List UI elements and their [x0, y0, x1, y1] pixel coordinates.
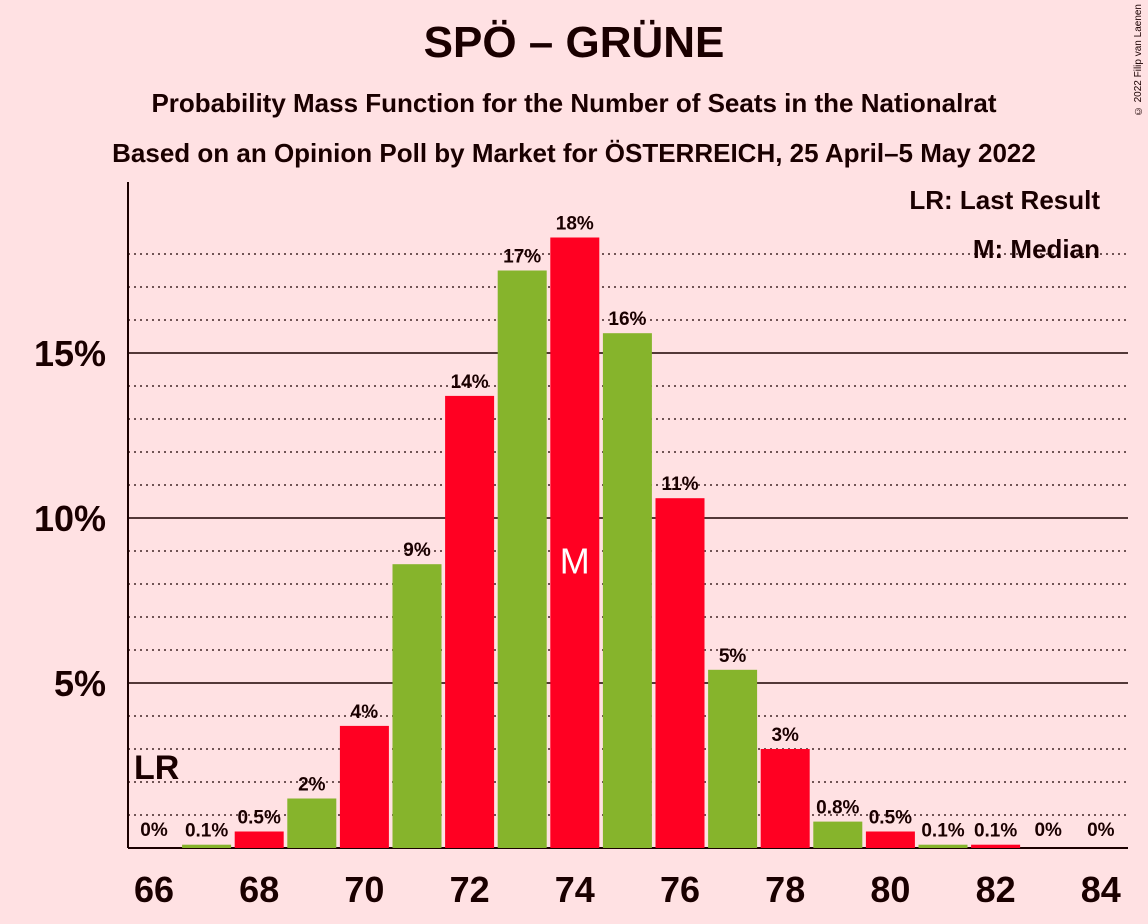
bar [971, 844, 1021, 848]
data-label: 0.5% [238, 808, 281, 829]
bar [918, 844, 968, 848]
legend-last-result: LR: Last Result [909, 185, 1100, 215]
data-label: 0% [140, 820, 168, 841]
data-label: 0.1% [185, 821, 228, 842]
data-label: 3% [771, 725, 799, 746]
bar [182, 844, 232, 848]
bar [708, 669, 758, 848]
data-label: 4% [351, 702, 379, 723]
data-label: 5% [719, 646, 747, 667]
data-label: 2% [298, 775, 326, 796]
data-label: 14% [451, 372, 489, 393]
chart-subtitle: Probability Mass Function for the Number… [151, 88, 997, 118]
x-tick-label: 74 [555, 869, 595, 910]
data-label: 0.1% [921, 821, 964, 842]
bar [550, 237, 600, 848]
bar [865, 831, 915, 848]
y-tick-label: 15% [34, 333, 106, 374]
data-label: 11% [662, 474, 699, 495]
bar [813, 821, 863, 848]
x-tick-label: 70 [344, 869, 384, 910]
data-label: 0.5% [869, 808, 912, 829]
x-tick-label: 66 [134, 869, 174, 910]
chart-title: SPÖ – GRÜNE [423, 18, 725, 67]
x-tick-label: 72 [450, 869, 490, 910]
y-tick-label: 10% [34, 498, 106, 539]
data-label: 0.1% [974, 821, 1017, 842]
bar [602, 333, 652, 848]
bar [234, 831, 284, 848]
x-tick-label: 68 [239, 869, 279, 910]
data-label: 0.8% [816, 798, 859, 819]
x-tick-label: 84 [1081, 869, 1121, 910]
x-tick-label: 76 [660, 869, 700, 910]
data-label: 0% [1034, 820, 1062, 841]
bar [339, 725, 389, 848]
bar [497, 270, 547, 848]
data-label: 18% [556, 214, 594, 235]
chart-source: Based on an Opinion Poll by Market for Ö… [112, 138, 1036, 168]
data-label: 0% [1087, 820, 1115, 841]
bar [392, 564, 442, 848]
x-tick-label: 78 [765, 869, 805, 910]
legend-median: M: Median [972, 234, 1100, 264]
data-label: 16% [608, 309, 646, 330]
y-tick-label: 5% [54, 663, 106, 704]
x-tick-label: 82 [976, 869, 1016, 910]
x-tick-label: 80 [870, 869, 910, 910]
bar [655, 498, 705, 848]
median-marker: M [560, 540, 590, 581]
bar [445, 395, 495, 848]
bar [760, 749, 810, 848]
last-result-marker: LR [134, 749, 179, 787]
data-label: 17% [503, 247, 541, 268]
data-label: 9% [403, 540, 431, 561]
bar [287, 798, 337, 848]
